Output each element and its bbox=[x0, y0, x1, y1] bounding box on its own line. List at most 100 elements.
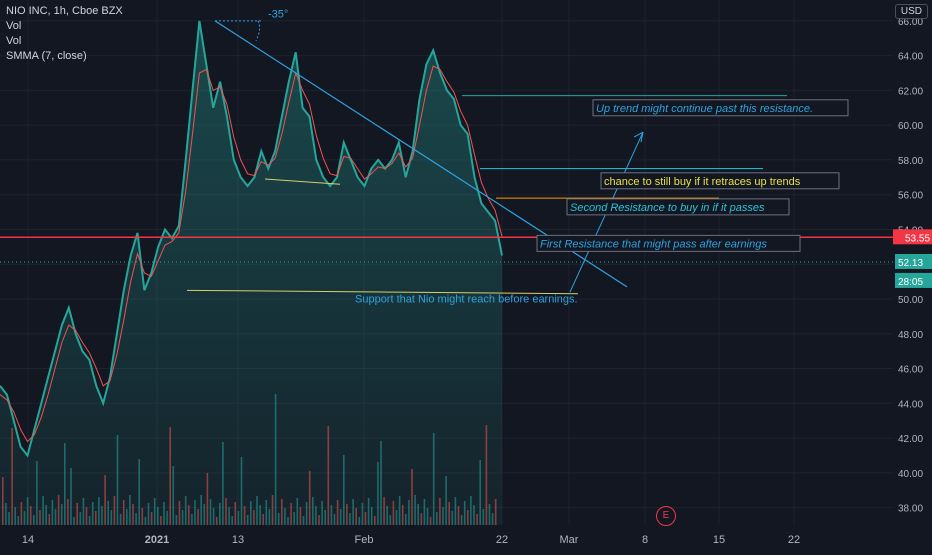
volume-bar bbox=[73, 517, 75, 525]
up-arrow-head bbox=[633, 131, 644, 143]
y-tick-label: 48.00 bbox=[898, 330, 923, 341]
volume-bar bbox=[457, 506, 460, 525]
volume-bar bbox=[172, 466, 175, 525]
volume-bar bbox=[426, 508, 429, 525]
volume-bar bbox=[324, 510, 326, 525]
volume-bar bbox=[333, 514, 336, 525]
volume-bar bbox=[293, 512, 295, 525]
x-tick-label: 22 bbox=[496, 534, 508, 546]
volume-bar bbox=[315, 506, 317, 525]
volume-bar bbox=[237, 511, 240, 525]
volume-bar bbox=[113, 496, 116, 525]
volume-bar bbox=[169, 427, 171, 525]
smma-line bbox=[0, 65, 503, 443]
volume-bar bbox=[408, 500, 410, 525]
volume-bar bbox=[8, 512, 10, 525]
volume-bar bbox=[262, 514, 264, 525]
volume-bar bbox=[240, 457, 243, 525]
x-tick-label: 22 bbox=[788, 534, 800, 546]
earnings-badge[interactable]: E bbox=[656, 506, 676, 526]
legend-smma: SMMA (7, close) bbox=[6, 50, 87, 62]
volume-bar bbox=[116, 435, 119, 525]
volume-bar bbox=[26, 497, 29, 525]
volume-bar bbox=[349, 513, 351, 525]
volume-bar bbox=[436, 512, 438, 525]
volume-bar bbox=[417, 504, 419, 525]
volume-bar bbox=[442, 507, 444, 525]
volume-bar bbox=[395, 510, 398, 525]
volume-bar bbox=[364, 512, 367, 525]
volume-bar bbox=[377, 462, 379, 525]
volume-bar bbox=[219, 503, 221, 525]
volume-bar bbox=[57, 495, 60, 525]
annotation-text: Up trend might continue past this resist… bbox=[596, 103, 813, 115]
price-label-box bbox=[895, 272, 932, 288]
volume-bar bbox=[358, 517, 361, 525]
price-area bbox=[0, 20, 502, 526]
volume-bar bbox=[175, 515, 178, 525]
volume-bar bbox=[184, 496, 187, 525]
price-label: 28:05 bbox=[898, 277, 923, 288]
volume-bar bbox=[380, 441, 382, 525]
annotation-box bbox=[536, 234, 801, 252]
volume-bar bbox=[256, 496, 258, 525]
annotation-text: chance to still buy if it retraces up tr… bbox=[604, 176, 801, 188]
legend-volume: Vol bbox=[6, 20, 22, 32]
volume-bar bbox=[485, 425, 488, 525]
volume-bar bbox=[64, 443, 66, 525]
volume-bar bbox=[445, 476, 447, 525]
currency-button[interactable]: USD bbox=[894, 4, 928, 19]
volume-bar bbox=[482, 509, 485, 525]
volume-bar bbox=[470, 496, 472, 525]
volume-bar bbox=[129, 495, 131, 525]
volume-bar bbox=[119, 514, 122, 525]
volume-bar bbox=[107, 501, 109, 525]
volume-bar bbox=[398, 496, 401, 525]
volume-bar bbox=[178, 501, 181, 525]
volume-bar bbox=[206, 473, 209, 525]
volume-bar bbox=[491, 513, 494, 525]
volume-bar bbox=[101, 506, 103, 525]
angle-label: -35° bbox=[268, 8, 288, 20]
volume-bar bbox=[308, 471, 311, 525]
volume-bar bbox=[290, 503, 292, 525]
volume-bar bbox=[234, 502, 237, 525]
volume-bar bbox=[95, 511, 97, 525]
volume-bar bbox=[405, 514, 407, 525]
annotation-text: Second Resistance to buy in if it passes bbox=[570, 202, 765, 214]
x-tick-label: 15 bbox=[713, 534, 725, 546]
y-tick-label: 60.00 bbox=[898, 121, 923, 132]
volume-bar bbox=[454, 497, 457, 525]
volume-bar bbox=[135, 513, 137, 525]
volume-bar bbox=[389, 515, 392, 525]
volume-bar bbox=[215, 517, 218, 525]
volume-bar bbox=[343, 455, 345, 525]
volume-bar bbox=[33, 515, 35, 525]
y-tick-label: 64.00 bbox=[898, 52, 923, 63]
volume-bar bbox=[265, 500, 268, 525]
volume-bar bbox=[91, 502, 94, 525]
volume-bar bbox=[361, 503, 364, 525]
volume-bar bbox=[321, 501, 323, 525]
volume-bar bbox=[476, 514, 478, 525]
volume-bar bbox=[401, 505, 404, 525]
y-tick-label: 40.00 bbox=[898, 469, 923, 480]
volume-bar bbox=[2, 477, 4, 525]
volume-bar bbox=[141, 508, 144, 525]
volume-bar bbox=[420, 513, 423, 525]
volume-bar bbox=[429, 517, 432, 525]
x-tick-label: 2021 bbox=[145, 534, 169, 546]
volume-bar bbox=[392, 501, 395, 525]
volume-bar bbox=[281, 499, 283, 525]
x-tick-label: Feb bbox=[355, 534, 374, 546]
volume-bar bbox=[166, 511, 168, 525]
annotation-text: Support that Nio might reach before earn… bbox=[355, 293, 578, 305]
annotation-box bbox=[592, 99, 849, 117]
volume-bar bbox=[274, 394, 277, 525]
chart-legend: NIO INC, 1h, Cboe BZX Vol Vol SMMA (7, c… bbox=[6, 4, 123, 64]
volume-bar bbox=[194, 500, 196, 525]
y-tick-label: 56.00 bbox=[898, 191, 923, 202]
volume-bar bbox=[268, 509, 271, 525]
